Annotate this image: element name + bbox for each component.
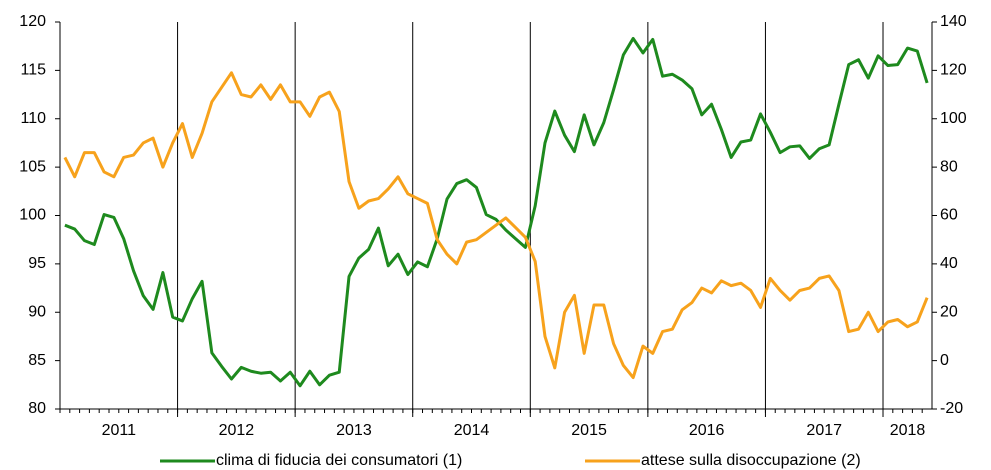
y-tick-label: 80 xyxy=(28,400,46,417)
x-tick-label: 2018 xyxy=(890,422,926,439)
y-tick-label: 110 xyxy=(20,110,46,127)
x-tick-label: 2016 xyxy=(689,422,725,439)
y2-tick-label: 120 xyxy=(940,62,967,79)
x-tick-label: 2014 xyxy=(454,422,490,439)
legend-label: attese sulla disoccupazione (2) xyxy=(641,452,861,469)
y2-tick-label: 0 xyxy=(940,352,949,369)
x-tick-label: 2013 xyxy=(336,422,372,439)
legend-label: clima di fiducia dei consumatori (1) xyxy=(216,452,462,469)
x-tick-label: 2011 xyxy=(102,422,137,439)
series-line xyxy=(63,71,929,380)
y2-tick-label: -20 xyxy=(940,400,963,417)
y2-tick-label: 100 xyxy=(940,110,967,127)
y-tick-label: 120 xyxy=(19,13,46,30)
y2-tick-label: 40 xyxy=(940,255,958,272)
y-tick-label: 90 xyxy=(28,303,46,320)
y-tick-label: 100 xyxy=(19,207,46,224)
series-line xyxy=(64,36,929,388)
y2-tick-label: 60 xyxy=(940,207,958,224)
x-tick-label: 2015 xyxy=(571,422,607,439)
y-tick-label: 105 xyxy=(19,158,46,175)
y-tick-label: 115 xyxy=(20,62,46,79)
y-tick-label: 85 xyxy=(28,352,46,369)
y2-tick-label: 140 xyxy=(940,13,967,30)
x-tick-label: 2017 xyxy=(806,422,842,439)
y2-tick-label: 20 xyxy=(940,303,958,320)
y2-tick-label: 80 xyxy=(940,158,958,175)
x-tick-label: 2012 xyxy=(219,422,255,439)
y-tick-label: 95 xyxy=(28,255,46,272)
